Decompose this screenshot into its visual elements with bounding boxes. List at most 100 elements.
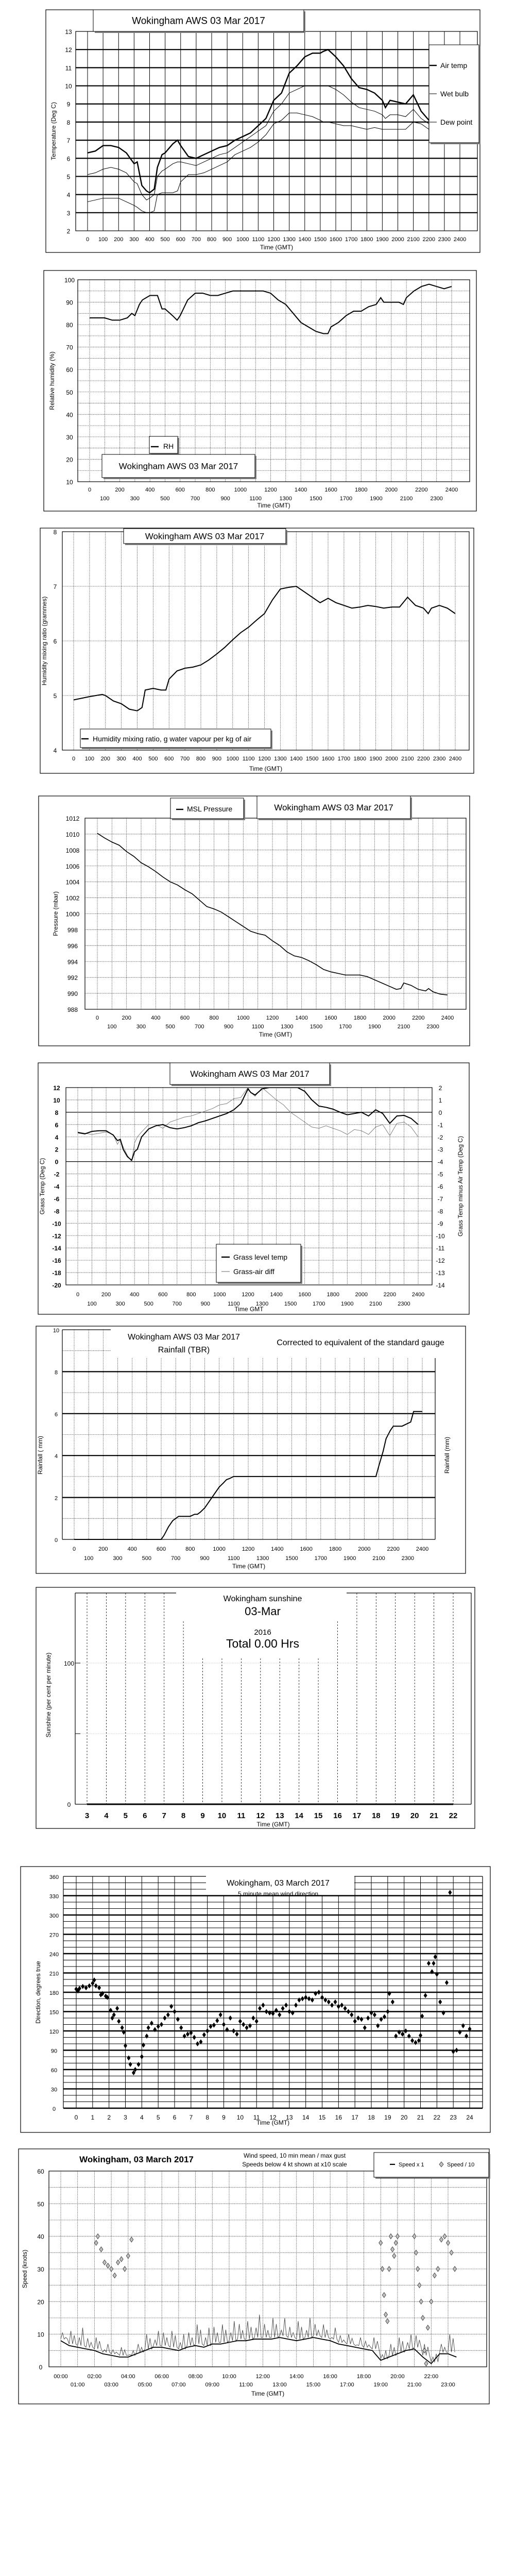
data-point <box>127 2055 131 2061</box>
x-tick-label: 16:00 <box>323 2374 337 2380</box>
x-tick-label: 800 <box>196 756 205 762</box>
x-tick-label: 9 <box>222 2114 226 2121</box>
y-tick-label-right: -14 <box>436 1282 445 1289</box>
chart-title-box <box>101 454 255 478</box>
y-tick-label: 3 <box>67 210 71 217</box>
x-tick-label: 1600 <box>298 1292 311 1298</box>
data-point <box>310 1997 314 2003</box>
x-tick-label: 1100 <box>252 236 265 243</box>
data-point <box>284 2003 288 2008</box>
y-tick-label: 1006 <box>66 863 80 870</box>
series-msl-pressure <box>97 833 448 995</box>
x-tick-label: 100 <box>100 496 109 502</box>
data-point <box>317 1990 321 1995</box>
y-tick-label: 8 <box>55 1369 58 1376</box>
x-tick-label: 1700 <box>340 496 352 502</box>
data-point <box>438 1999 442 2005</box>
x-tick-label: 1600 <box>324 1015 337 1021</box>
y-tick-label-right: -11 <box>436 1245 445 1252</box>
data-point <box>84 1985 88 1991</box>
x-tick-label: 16 <box>335 2114 342 2121</box>
y-axis-label: Relative humidity (%) <box>48 351 56 410</box>
x-tick-label: 3 <box>85 1811 89 1820</box>
x-tick-label: 500 <box>160 496 169 502</box>
x-tick-label: 10:00 <box>222 2374 236 2380</box>
data-point <box>392 2252 397 2259</box>
data-point <box>385 2318 390 2325</box>
x-tick-label: 900 <box>222 236 232 243</box>
x-tick-label: 700 <box>195 1024 204 1030</box>
x-tick-label: 2100 <box>398 1024 410 1030</box>
y-tick-label: 100 <box>64 1660 74 1667</box>
data-point <box>350 2012 354 2018</box>
legend-item: Humidity mixing ratio, g water vapour pe… <box>93 735 251 743</box>
x-axis-label: Time (GMT) <box>232 1563 265 1570</box>
y-axis-label: Temperature (Deg C) <box>50 102 57 160</box>
y-tick-label-right: -4 <box>438 1159 443 1166</box>
data-point <box>359 2016 364 2022</box>
x-tick-label: 700 <box>192 236 201 243</box>
data-point <box>173 2009 177 2014</box>
x-tick-label: 2000 <box>358 1546 370 1552</box>
x-tick-label: 300 <box>116 756 126 762</box>
data-point <box>382 2014 386 2020</box>
x-tick-label: 200 <box>101 756 110 762</box>
y-tick-label: 100 <box>64 277 75 284</box>
x-tick-label: 200 <box>115 487 124 493</box>
data-point <box>192 2035 196 2040</box>
series-wet-bulb <box>87 86 460 200</box>
data-point <box>199 2039 203 2045</box>
series-air-temp <box>87 48 460 194</box>
data-point <box>179 2025 183 2030</box>
x-tick-label: 6 <box>173 2114 177 2121</box>
x-tick-label: 2200 <box>423 236 435 243</box>
x-tick-label: 800 <box>205 487 215 493</box>
gridlines <box>62 532 469 750</box>
y-tick-label: 996 <box>67 942 78 950</box>
x-tick-label: 1400 <box>299 236 311 243</box>
y-tick-label: 6 <box>67 155 71 162</box>
x-tick-label: 1500 <box>284 1301 297 1307</box>
y-axis-label-right: Rainfall (mm) <box>443 1437 451 1473</box>
data-point <box>258 2006 262 2011</box>
x-tick-label: 1000 <box>213 1292 226 1298</box>
data-point <box>222 2022 226 2027</box>
x-tick-label: 2100 <box>400 496 413 502</box>
data-point <box>202 2032 206 2038</box>
data-point <box>209 2024 213 2029</box>
x-tick-label: 1000 <box>227 756 239 762</box>
y-tick-label: 50 <box>66 389 73 396</box>
data-point <box>261 2003 265 2008</box>
x-tick-label: 21 <box>430 1811 438 1820</box>
data-point <box>120 2025 124 2030</box>
y-tick-label: 1000 <box>66 911 80 918</box>
x-tick-label: 600 <box>164 756 174 762</box>
data-point <box>448 1890 452 1895</box>
y-tick-label: 10 <box>65 83 72 90</box>
chart-title-box <box>93 9 304 32</box>
x-tick-label: 1500 <box>310 1024 322 1030</box>
total-label: Total 0.00 Hrs <box>226 1637 299 1650</box>
data-point <box>169 2004 174 2009</box>
x-tick-label: 900 <box>220 496 230 502</box>
y-tick-label: 30 <box>66 434 73 441</box>
y-axis-label: Rainfall ( mm) <box>37 1436 44 1475</box>
x-tick-label: 7 <box>189 2114 193 2121</box>
chart-title: Wokingham AWS 03 Mar 2017 <box>145 531 265 541</box>
x-tick-label: 1300 <box>256 1301 268 1307</box>
series-max-gust <box>60 2314 455 2363</box>
x-tick-label: 2400 <box>412 1292 424 1298</box>
y-tick-label: 20 <box>66 456 73 463</box>
legend-item: RH <box>163 442 174 450</box>
data-point <box>109 2008 113 2013</box>
x-tick-label: 1600 <box>322 756 334 762</box>
x-tick-label: 1800 <box>360 236 373 243</box>
x-tick-label: 200 <box>98 1546 108 1552</box>
x-tick-label: 8 <box>205 2114 209 2121</box>
y-axis-label-right: Grass Temp minus Air Temp (Deg C) <box>457 1136 464 1236</box>
data-point <box>423 1993 427 1998</box>
data-point <box>390 1999 394 2005</box>
data-point <box>333 1999 337 2005</box>
x-tick-label: 1900 <box>344 1555 356 1562</box>
